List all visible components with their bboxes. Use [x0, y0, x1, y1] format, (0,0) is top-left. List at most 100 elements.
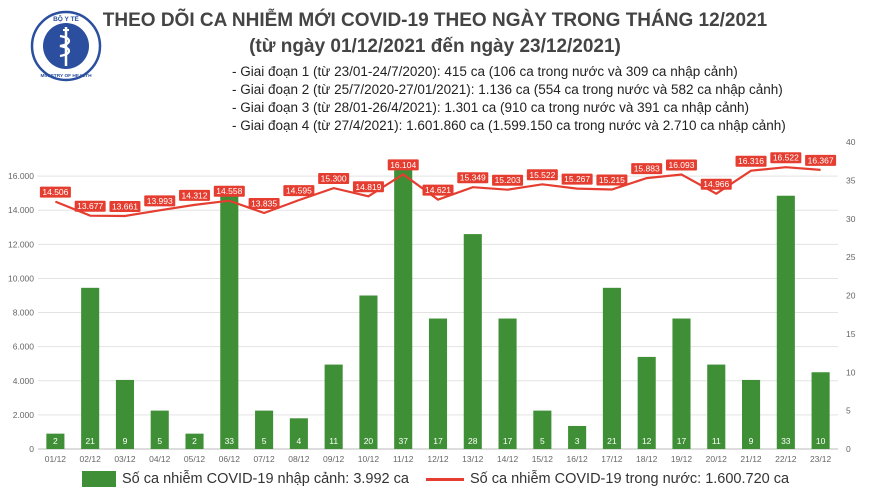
- line-value-label: 13.835: [251, 199, 277, 209]
- bar-value-label: 4: [297, 436, 302, 446]
- bar-import-cases: [533, 410, 552, 449]
- x-tick-label: 01/12: [45, 454, 67, 464]
- bar-import-cases: [811, 372, 830, 449]
- phase-4-text: - Giai đoạn 4 (từ 27/4/2021): 1.601.860 …: [232, 118, 786, 133]
- bar-value-label: 9: [749, 436, 754, 446]
- bar-import-cases: [394, 165, 413, 449]
- x-tick-label: 05/12: [184, 454, 206, 464]
- line-value-label: 14.819: [355, 182, 381, 192]
- line-value-label-bg: [74, 200, 106, 212]
- bar-value-label: 33: [781, 436, 791, 446]
- bar-value-label: 5: [157, 436, 162, 446]
- bar-import-cases: [185, 433, 204, 449]
- bar-value-label: 5: [540, 436, 545, 446]
- line-value-label-bg: [318, 173, 350, 185]
- line-value-label-bg: [179, 189, 211, 201]
- x-tick-label: 15/12: [532, 454, 554, 464]
- bar-import-cases: [324, 364, 343, 449]
- line-value-label-bg: [213, 185, 245, 197]
- left-tick-label: 16.000: [8, 171, 34, 181]
- bar-import-cases: [568, 425, 587, 449]
- line-value-label-bg: [805, 154, 837, 166]
- line-value-label-bg: [422, 184, 454, 196]
- line-value-label-bg: [492, 174, 524, 186]
- bar-value-label: 33: [225, 436, 235, 446]
- bar-import-cases: [672, 318, 691, 449]
- ministry-of-health-logo: BỘ Y TẾ MINISTRY OF HEALTH: [30, 10, 102, 82]
- left-tick-label: 0: [29, 444, 34, 454]
- line-value-label: 16.522: [773, 153, 799, 163]
- chart-title: THEO DÕI CA NHIỄM MỚI COVID-19 THEO NGÀY…: [102, 10, 768, 31]
- bar-value-label: 17: [677, 436, 687, 446]
- line-value-label: 15.215: [599, 175, 625, 185]
- bar-value-label: 20: [364, 436, 374, 446]
- left-tick-label: 10.000: [8, 273, 34, 283]
- x-tick-label: 21/12: [740, 454, 762, 464]
- x-tick-label: 22/12: [775, 454, 797, 464]
- x-tick-label: 04/12: [149, 454, 171, 464]
- bar-value-label: 5: [262, 436, 267, 446]
- line-value-label-bg: [457, 172, 489, 184]
- logo-bottom-text: MINISTRY OF HEALTH: [40, 73, 92, 79]
- line-value-label: 14.506: [42, 187, 68, 197]
- x-tick-label: 09/12: [323, 454, 345, 464]
- left-tick-label: 2.000: [13, 410, 35, 420]
- x-tick-label: 23/12: [810, 454, 832, 464]
- x-tick-label: 12/12: [427, 454, 449, 464]
- x-tick-label: 19/12: [671, 454, 693, 464]
- line-value-label-bg: [387, 159, 419, 171]
- line-value-label: 15.267: [564, 174, 590, 184]
- bar-import-cases: [498, 318, 517, 449]
- bar-value-label: 21: [85, 436, 95, 446]
- line-value-label: 13.661: [112, 202, 138, 212]
- line-value-label-bg: [109, 201, 141, 213]
- line-value-label: 15.300: [321, 174, 347, 184]
- bar-import-cases: [46, 433, 65, 449]
- legend-bar-swatch: [82, 471, 116, 487]
- phase-1-text: - Giai đoạn 1 (từ 23/01-24/7/2020): 415 …: [232, 64, 738, 79]
- line-value-label: 15.522: [529, 170, 555, 180]
- line-value-label: 16.104: [390, 160, 416, 170]
- bar-value-label: 2: [53, 436, 58, 446]
- bar-import-cases: [776, 195, 795, 449]
- bar-value-label: 11: [329, 436, 338, 446]
- line-value-label-bg: [283, 185, 315, 197]
- right-tick-label: 0: [846, 444, 851, 454]
- line-value-label: 16.367: [808, 155, 834, 165]
- phase-2-text: - Giai đoạn 2 (từ 25/7/2020-27/01/2021):…: [232, 82, 783, 97]
- line-value-label-bg: [526, 169, 558, 181]
- line-value-label-bg: [144, 195, 176, 207]
- bar-value-label: 28: [468, 436, 478, 446]
- right-tick-label: 25: [846, 252, 856, 262]
- bar-value-label: 3: [575, 436, 580, 446]
- line-value-label-bg: [39, 186, 71, 198]
- right-tick-label: 30: [846, 214, 856, 224]
- x-tick-label: 20/12: [706, 454, 728, 464]
- right-tick-label: 20: [846, 291, 856, 301]
- line-value-label: 15.349: [460, 173, 486, 183]
- bar-import-cases: [637, 356, 656, 449]
- x-tick-label: 14/12: [497, 454, 519, 464]
- bar-value-label: 37: [398, 436, 408, 446]
- bar-import-cases: [463, 234, 482, 449]
- x-tick-label: 03/12: [114, 454, 136, 464]
- line-value-label: 16.093: [668, 160, 694, 170]
- x-tick-label: 18/12: [636, 454, 658, 464]
- line-value-label-bg: [352, 181, 384, 193]
- bar-import-cases: [150, 410, 169, 449]
- bar-import-cases: [220, 195, 239, 449]
- right-tick-label: 15: [846, 329, 856, 339]
- right-tick-label: 5: [846, 406, 851, 416]
- bar-import-cases: [255, 410, 274, 449]
- legend-bar-label: Số ca nhiễm COVID-19 nhập cảnh: 3.992 ca: [122, 471, 409, 487]
- line-value-label: 15.883: [634, 164, 660, 174]
- line-value-label-bg: [248, 198, 280, 210]
- bar-import-cases: [359, 295, 378, 449]
- bar-value-label: 10: [816, 436, 826, 446]
- left-tick-label: 4.000: [13, 376, 35, 386]
- line-value-label-bg: [665, 159, 697, 171]
- bar-value-label: 17: [503, 436, 513, 446]
- x-tick-label: 13/12: [462, 454, 484, 464]
- line-value-label: 13.677: [77, 201, 103, 211]
